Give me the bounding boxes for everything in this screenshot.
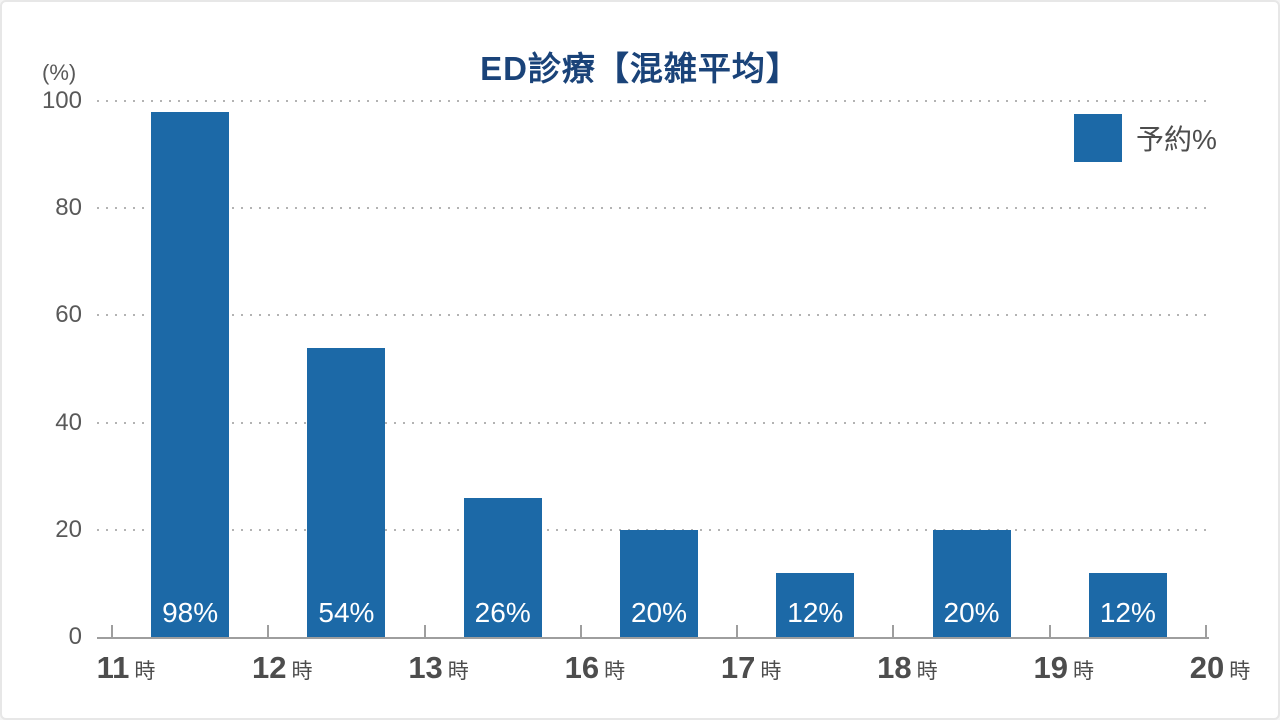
y-tick-label-40: 40 [55,408,82,436]
x-axis-tick-16 [579,625,582,637]
x-axis-tick-17 [736,625,739,637]
bar-19時-20時: 12% [1088,572,1167,637]
x-tick-label-20: 20 時 [1190,650,1250,686]
chart-title: ED診療【混雑平均】 [480,50,800,87]
bar-value-label: 20% [630,596,688,628]
bar-value-label: 54% [318,596,375,628]
legend-label: 予約% [1136,124,1217,155]
y-tick-label-60: 60 [55,301,82,329]
x-axis-tick-19 [1048,625,1051,637]
bar-12時-13時: 54% [307,347,386,637]
y-tick-label-80: 80 [55,194,82,222]
y-tick-label-0: 0 [68,623,82,650]
bar-value-label: 26% [474,596,531,628]
x-tick-hour: 16 [564,650,600,685]
x-tick-hour: 20 [1189,650,1225,685]
x-tick-hour: 13 [408,650,443,685]
x-tick-unit: 時 [604,660,626,683]
x-axis-line [97,637,1209,639]
gridline-100 [97,100,1209,102]
x-axis-tick-20 [1205,625,1207,637]
x-tick-label-11: 11 時 [97,650,156,686]
x-tick-label-16: 16 時 [565,650,625,686]
gridline-60 [97,314,1209,317]
bar-11時-12時: 98% [151,111,230,637]
bar-value-label: 12% [1099,596,1156,628]
x-tick-unit: 時 [447,660,469,683]
bar-16時-17時: 20% [620,529,698,637]
gridline-80 [97,207,1209,210]
x-tick-unit: 時 [1072,660,1094,683]
x-tick-label-12: 12 時 [252,650,312,686]
y-axis-unit-label: (%) [42,60,77,85]
x-tick-unit: 時 [760,660,782,683]
x-tick-unit: 時 [291,660,313,683]
x-tick-hour: 19 [1033,650,1068,685]
x-axis-tick-18 [892,625,895,637]
x-tick-label-18: 18 時 [877,650,937,686]
bar-value-label: 12% [787,596,844,628]
x-axis-tick-13 [423,625,426,637]
x-axis-tick-12 [267,625,270,637]
x-tick-unit: 時 [916,660,938,683]
x-tick-label-19: 19 時 [1033,650,1093,686]
x-tick-unit: 時 [134,660,156,683]
legend: 予約% [1074,114,1217,162]
x-tick-hour: 18 [877,650,912,685]
x-tick-unit: 時 [1229,660,1251,683]
bar-value-label: 98% [162,596,219,628]
x-tick-label-13: 13 時 [408,650,468,686]
legend-swatch [1074,114,1122,162]
x-tick-hour: 12 [252,650,287,685]
bar-18時-19時: 20% [932,529,1011,637]
x-tick-label-17: 17 時 [721,650,781,686]
bar-value-label: 20% [943,596,1000,628]
bar-13時-16時: 26% [463,497,542,637]
x-tick-hour: 17 [720,650,756,685]
y-tick-label-20: 20 [55,515,82,543]
bar-17時-18時: 12% [776,572,855,637]
gridline-40 [97,421,1209,424]
x-tick-hour: 11 [96,650,130,685]
x-axis-tick-11 [111,625,113,637]
y-tick-label-100: 100 [41,87,82,114]
